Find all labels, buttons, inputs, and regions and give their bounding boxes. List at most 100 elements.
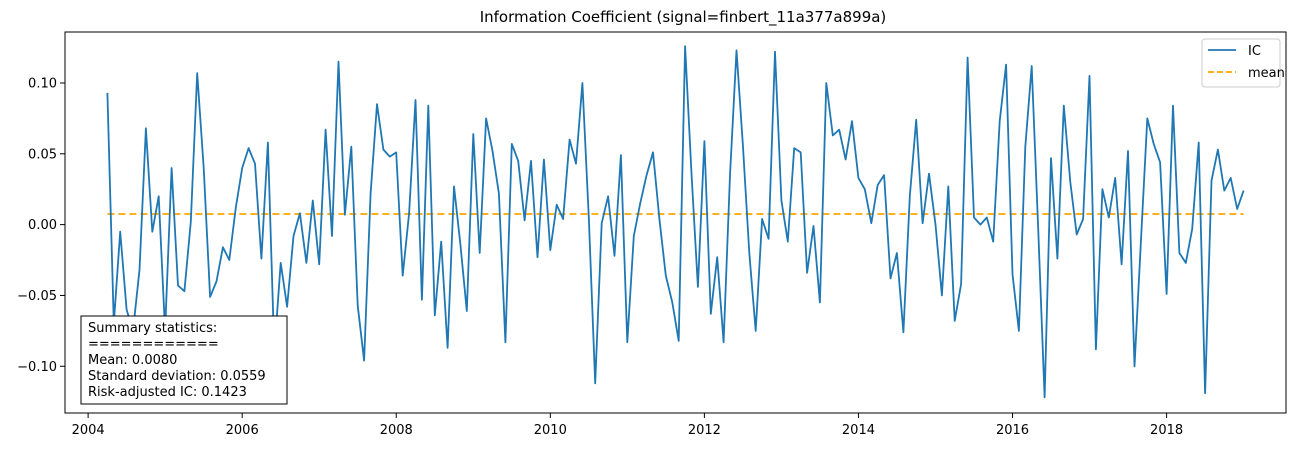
ic-data-point [530, 160, 532, 162]
ic-data-point [492, 150, 494, 152]
ic-data-point [504, 341, 506, 343]
ic-data-point [601, 222, 603, 224]
ic-data-point [633, 235, 635, 237]
x-tick-label: 2012 [688, 423, 721, 438]
ic-data-point [126, 309, 128, 311]
ic-data-point [177, 285, 179, 287]
ic-data-point [954, 320, 956, 322]
ic-data-point [293, 235, 295, 237]
ic-data-point [472, 133, 474, 135]
ic-data-point [909, 195, 911, 197]
ic-data-point [190, 221, 192, 223]
ic-data-point [106, 92, 108, 94]
ic-data-point [119, 231, 121, 233]
ic-data-point [479, 252, 481, 254]
x-tick-label: 2008 [380, 423, 413, 438]
ic-data-point [748, 252, 750, 254]
ic-data-point [421, 299, 423, 301]
ic-data-point [248, 147, 250, 149]
ic-data-point [935, 224, 937, 226]
ic-data-point [736, 49, 738, 51]
ic-data-point [235, 207, 237, 209]
ic-data-point [447, 347, 449, 349]
ic-data-point [569, 139, 571, 141]
ic-data-point [979, 224, 981, 226]
ic-series-line [106, 45, 1245, 399]
ic-data-point [158, 195, 160, 197]
ic-data-point [1236, 208, 1238, 210]
ic-data-point [845, 159, 847, 161]
ic-data-point [1230, 177, 1232, 179]
ic-data-point [241, 167, 243, 169]
ic-data-point [1037, 228, 1039, 230]
ic-data-point [1140, 241, 1142, 243]
ic-data-point [1121, 263, 1123, 265]
ic-data-point [440, 241, 442, 243]
ic-data-point [1050, 157, 1052, 159]
ic-data-point [1005, 64, 1007, 66]
stats-mean: Mean: 0.0080 [88, 353, 177, 368]
ic-data-point [1166, 293, 1168, 295]
ic-data-point [139, 269, 141, 271]
summary-statistics-box: Summary statistics: ============ Mean: 0… [80, 315, 288, 405]
ic-data-point [1076, 234, 1078, 236]
ic-data-point [928, 173, 930, 175]
ic-data-point [196, 72, 198, 74]
ic-data-point [145, 127, 147, 129]
ic-data-point [806, 272, 808, 274]
ic-data-point [960, 283, 962, 285]
ic-data-point [338, 61, 340, 63]
ic-data-point [524, 219, 526, 221]
ic-data-point [1191, 228, 1193, 230]
ic-data-point [511, 143, 513, 145]
x-tick-label: 2010 [534, 423, 567, 438]
ic-data-point [228, 259, 230, 261]
ic-data-point [209, 296, 211, 298]
ic-data-point [402, 275, 404, 277]
ic-data-point [408, 212, 410, 214]
ic-data-point [1031, 65, 1033, 67]
legend-mean-label: mean [1248, 66, 1285, 81]
ic-data-point [485, 117, 487, 119]
ic-data-point [427, 105, 429, 107]
ic-data-point [325, 129, 327, 131]
chart-title: Information Coefficient (signal=finbert_… [480, 8, 887, 27]
ic-data-point [626, 341, 628, 343]
y-tick-label: −0.05 [17, 289, 57, 304]
ic-data-point [703, 140, 705, 142]
ic-data-point [1217, 149, 1219, 151]
ic-data-point [652, 151, 654, 153]
ic-data-point [1024, 146, 1026, 148]
ic-data-point [832, 134, 834, 136]
ic-data-point [1204, 392, 1206, 394]
ic-data-point [581, 82, 583, 84]
ic-data-point [992, 241, 994, 243]
ic-data-point [890, 277, 892, 279]
ic-data-point [350, 146, 352, 148]
ic-data-point [151, 231, 153, 233]
ic-data-point [819, 302, 821, 304]
ic-data-point [710, 313, 712, 315]
ic-data-point [1127, 150, 1129, 152]
ic-data-point [517, 160, 519, 162]
ic-data-point [787, 241, 789, 243]
ic-data-point [395, 151, 397, 153]
ic-data-point [1063, 105, 1065, 107]
ic-data-point [774, 51, 776, 53]
ic-data-point [780, 200, 782, 202]
ic-data-point [639, 202, 641, 204]
ic-data-point [723, 341, 725, 343]
y-tick-label: 0.05 [28, 147, 57, 162]
ic-data-point [1082, 218, 1084, 220]
ic-data-point [171, 167, 173, 169]
legend-box [1201, 38, 1281, 88]
ic-data-point [857, 177, 859, 179]
ic-data-point [915, 119, 917, 121]
ic-data-point [562, 218, 564, 220]
stats-separator: ============ [88, 337, 219, 352]
x-tick-label: 2018 [1150, 423, 1183, 438]
ic-data-point [357, 304, 359, 306]
ic-data-point [614, 255, 616, 257]
ic-data-point [729, 174, 731, 176]
